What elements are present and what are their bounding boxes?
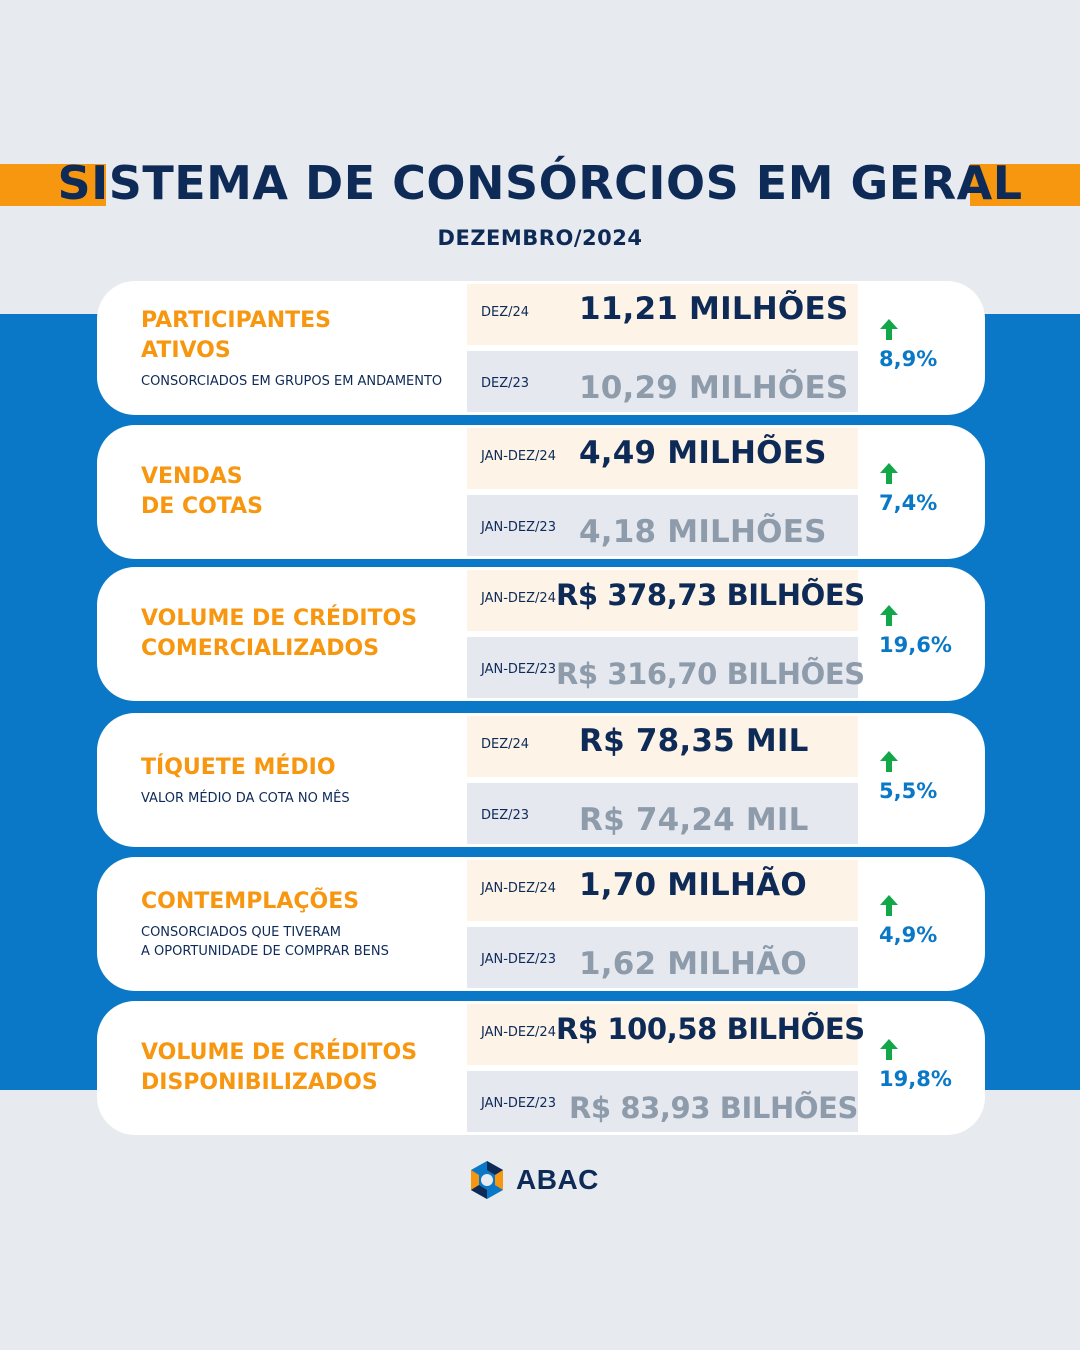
previous-value: R$ 74,24 MIL	[579, 801, 809, 838]
card-label: VOLUME DE CRÉDITOS COMERCIALIZADOS	[141, 567, 445, 701]
accent-bar-right	[970, 164, 1080, 206]
previous-value: 4,18 MILHÕES	[579, 513, 827, 550]
arrow-up-icon	[880, 605, 898, 626]
current-period: JAN-DEZ/24	[481, 449, 556, 464]
card-description: CONSORCIADOS EM GRUPOS EM ANDAMENTO	[141, 373, 443, 389]
previous-period-row: JAN-DEZ/23 1,62 MILHÃO	[467, 927, 858, 988]
arrow-up-icon	[880, 319, 898, 340]
card-description: VALOR MÉDIO DA COTA NO MÊS	[141, 790, 350, 806]
card-participantes-ativos: PARTICIPANTES ATIVOS CONSORCIADOS EM GRU…	[97, 281, 985, 415]
previous-period: JAN-DEZ/23	[481, 1096, 556, 1111]
growth-value: 8,9%	[879, 347, 938, 371]
previous-period: JAN-DEZ/23	[481, 662, 556, 677]
card-contemplacoes: CONTEMPLAÇÕES CONSORCIADOS QUE TIVERAM A…	[97, 857, 985, 991]
current-value: R$ 100,58 BILHÕES	[555, 1011, 865, 1046]
growth-indicator: 19,8%	[869, 1037, 979, 1091]
current-value: R$ 78,35 MIL	[579, 722, 809, 759]
accent-bar-left	[0, 164, 106, 206]
card-vendas-de-cotas: VENDAS DE COTAS JAN-DEZ/24 4,49 MILHÕES …	[97, 425, 985, 559]
card-volume-creditos-comercializados: VOLUME DE CRÉDITOS COMERCIALIZADOS JAN-D…	[97, 567, 985, 701]
growth-indicator: 5,5%	[869, 749, 979, 803]
previous-period: JAN-DEZ/23	[481, 952, 556, 967]
card-label: VENDAS DE COTAS	[141, 425, 445, 559]
current-value: R$ 378,73 BILHÕES	[555, 577, 865, 612]
logo-text: ABAC	[516, 1164, 599, 1195]
growth-value: 7,4%	[879, 491, 938, 515]
card-title: TÍQUETE MÉDIO	[141, 754, 336, 780]
abac-logo-icon	[471, 1161, 503, 1199]
current-period-row: DEZ/24 11,21 MILHÕES	[467, 284, 858, 345]
previous-value: 10,29 MILHÕES	[579, 369, 849, 406]
growth-indicator: 19,6%	[869, 603, 979, 657]
card-title: VOLUME DE CRÉDITOS COMERCIALIZADOS	[141, 606, 418, 661]
growth-value: 5,5%	[879, 779, 938, 803]
card-title: PARTICIPANTES ATIVOS	[141, 307, 332, 363]
current-period-row: JAN-DEZ/24 R$ 100,58 BILHÕES	[467, 1004, 865, 1065]
page-title: SISTEMA DE CONSÓRCIOS EM GERAL	[57, 156, 1023, 210]
current-value: 1,70 MILHÃO	[579, 866, 807, 903]
current-period-row: JAN-DEZ/24 1,70 MILHÃO	[467, 860, 858, 921]
card-tiquete-medio: TÍQUETE MÉDIO VALOR MÉDIO DA COTA NO MÊS…	[97, 713, 985, 847]
previous-value: R$ 316,70 BILHÕES	[555, 656, 865, 691]
growth-value: 19,8%	[879, 1067, 952, 1091]
previous-period: DEZ/23	[481, 376, 530, 391]
card-title: CONTEMPLAÇÕES	[141, 889, 360, 914]
previous-value: R$ 83,93 BILHÕES	[568, 1090, 858, 1125]
previous-period-row: DEZ/23 10,29 MILHÕES	[467, 351, 858, 412]
growth-value: 4,9%	[879, 923, 938, 947]
previous-period-row: JAN-DEZ/23 R$ 316,70 BILHÕES	[467, 637, 865, 698]
card-label: CONTEMPLAÇÕES CONSORCIADOS QUE TIVERAM A…	[141, 857, 445, 991]
card-title: VENDAS DE COTAS	[141, 464, 263, 519]
previous-period-row: JAN-DEZ/23 R$ 83,93 BILHÕES	[467, 1071, 858, 1132]
growth-indicator: 8,9%	[869, 317, 979, 371]
previous-period-row: DEZ/23 R$ 74,24 MIL	[467, 783, 858, 844]
arrow-up-icon	[880, 751, 898, 772]
current-value: 4,49 MILHÕES	[579, 434, 827, 471]
growth-value: 19,6%	[879, 633, 952, 657]
arrow-up-icon	[880, 1039, 898, 1060]
growth-indicator: 7,4%	[869, 461, 979, 515]
arrow-up-icon	[880, 463, 898, 484]
card-description: CONSORCIADOS QUE TIVERAM A OPORTUNIDADE …	[141, 925, 389, 959]
current-period: DEZ/24	[481, 737, 530, 752]
current-period: JAN-DEZ/24	[481, 1025, 556, 1040]
current-period: JAN-DEZ/24	[481, 881, 556, 896]
previous-period: DEZ/23	[481, 808, 530, 823]
page-subtitle: DEZEMBRO/2024	[437, 226, 643, 250]
abac-logo: ABAC	[466, 1158, 599, 1202]
previous-period: JAN-DEZ/23	[481, 520, 556, 535]
current-period-row: JAN-DEZ/24 R$ 378,73 BILHÕES	[467, 570, 865, 631]
current-period-row: DEZ/24 R$ 78,35 MIL	[467, 716, 858, 777]
card-title: VOLUME DE CRÉDITOS DISPONIBILIZADOS	[141, 1040, 418, 1095]
current-period: DEZ/24	[481, 305, 530, 320]
card-label: PARTICIPANTES ATIVOS CONSORCIADOS EM GRU…	[141, 281, 445, 415]
card-label: VOLUME DE CRÉDITOS DISPONIBILIZADOS	[141, 1001, 445, 1135]
growth-indicator: 4,9%	[869, 893, 979, 947]
current-period-row: JAN-DEZ/24 4,49 MILHÕES	[467, 428, 858, 489]
card-label: TÍQUETE MÉDIO VALOR MÉDIO DA COTA NO MÊS	[141, 713, 445, 847]
previous-period-row: JAN-DEZ/23 4,18 MILHÕES	[467, 495, 858, 556]
arrow-up-icon	[880, 895, 898, 916]
current-value: 11,21 MILHÕES	[579, 290, 849, 327]
card-volume-creditos-disponibilizados: VOLUME DE CRÉDITOS DISPONIBILIZADOS JAN-…	[97, 1001, 985, 1135]
previous-value: 1,62 MILHÃO	[579, 945, 807, 982]
current-period: JAN-DEZ/24	[481, 591, 556, 606]
